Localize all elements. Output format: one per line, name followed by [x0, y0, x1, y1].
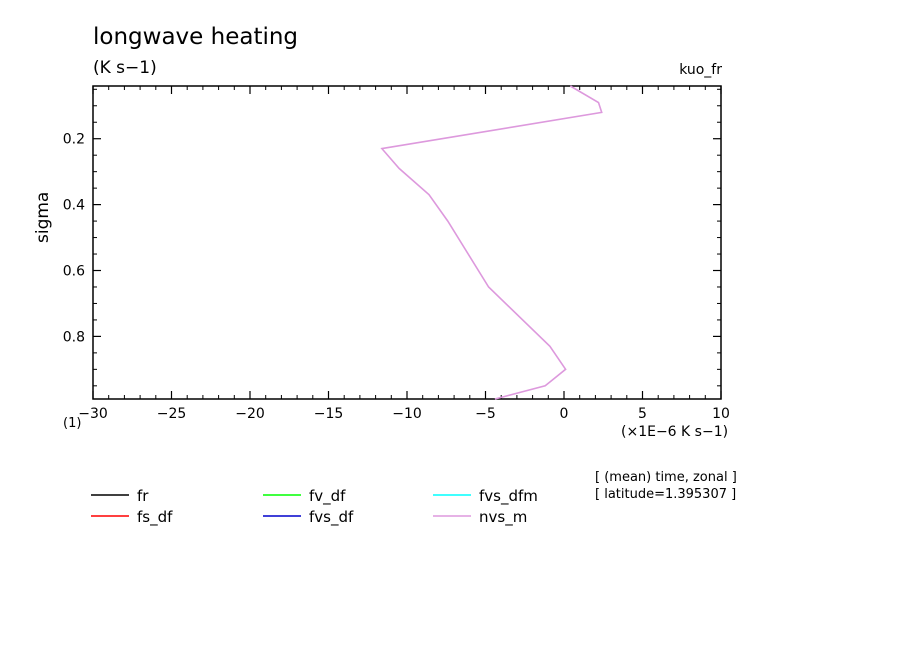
x-tick-label: −30	[78, 406, 108, 422]
chart-units: (K s−1)	[93, 58, 157, 78]
x-tick-label: −25	[157, 406, 187, 422]
y-axis-scale-label: (1)	[63, 416, 82, 431]
y-tick-label: 0.8	[63, 329, 85, 345]
annotation-latitude: [ latitude=1.395307 ]	[595, 487, 737, 502]
legend-label-fv-df: fv_df	[309, 487, 346, 506]
annotation-time-zonal: [ (mean) time, zonal ]	[595, 470, 737, 485]
x-tick-label: −20	[235, 406, 265, 422]
x-tick-label: −5	[475, 406, 496, 422]
x-tick-label: 5	[638, 406, 647, 422]
legend-label-nvs-m: nvs_m	[479, 508, 527, 527]
legend-label-fr: fr	[137, 487, 149, 505]
x-axis-scale-label: (×1E−6 K s−1)	[621, 424, 729, 440]
x-tick-label: −10	[392, 406, 422, 422]
plot-frame	[92, 85, 722, 400]
legend-label-fvs-dfm: fvs_dfm	[479, 487, 538, 506]
run-label: kuo_fr	[679, 62, 722, 78]
y-tick-label: 0.2	[63, 132, 85, 148]
y-tick-label: 0.6	[63, 264, 85, 280]
y-tick-label: 0.4	[63, 198, 85, 214]
chart-title: longwave heating	[93, 24, 299, 50]
legend-label-fs-df: fs_df	[137, 508, 173, 527]
series-line-nvs-m	[380, 85, 603, 400]
x-tick-label: −15	[314, 406, 344, 422]
legend-label-fvs-df: fvs_df	[309, 508, 354, 527]
x-tick-label: 10	[712, 406, 730, 422]
x-tick-label: 0	[560, 406, 569, 422]
